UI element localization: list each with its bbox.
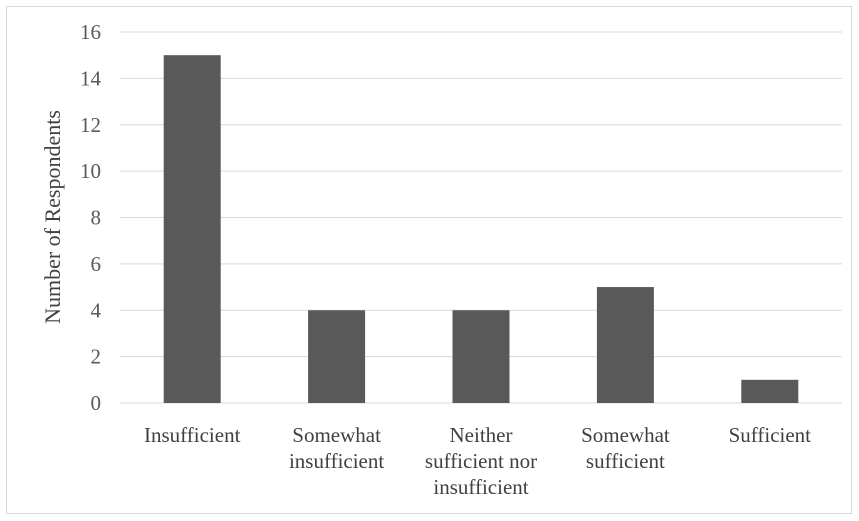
- x-category-label-line: insufficient: [433, 475, 528, 499]
- x-category-label: Sufficient: [729, 423, 812, 447]
- bar: [741, 379, 799, 403]
- y-tick-label: 6: [91, 252, 102, 276]
- x-category-label: Somewhat insufficient: [289, 423, 384, 473]
- y-axis-title: Number of Respondents: [40, 110, 65, 324]
- bar: [452, 310, 510, 403]
- bars: [163, 55, 799, 403]
- bar: [163, 55, 221, 403]
- x-category-label-line: Neither: [450, 423, 513, 447]
- y-tick-label: 4: [91, 298, 102, 322]
- bar: [308, 310, 366, 403]
- x-category-label: Neither sufficient nor insufficient: [425, 423, 537, 499]
- x-category-label-line: insufficient: [289, 449, 384, 473]
- y-tick-label: 0: [91, 391, 102, 415]
- y-tick-labels: 0 2 4 6 8 10 12 14 16: [80, 20, 102, 415]
- y-tick-label: 14: [80, 66, 102, 90]
- x-category-label-line: sufficient nor: [425, 449, 537, 473]
- y-tick-label: 8: [91, 206, 102, 230]
- x-category-label-line: sufficient: [586, 449, 665, 473]
- x-category-label-line: Sufficient: [729, 423, 812, 447]
- y-tick-label: 2: [91, 345, 102, 369]
- y-tick-label: 12: [80, 113, 101, 137]
- x-category-label-line: Somewhat: [581, 423, 670, 447]
- y-tick-label: 16: [80, 20, 101, 44]
- chart-frame: [6, 6, 852, 514]
- x-category-label: Somewhat sufficient: [581, 423, 670, 473]
- x-category-label: Insufficient: [144, 423, 241, 447]
- x-category-label-line: Insufficient: [144, 423, 241, 447]
- gridlines: [120, 31, 842, 404]
- x-category-label-line: Somewhat: [292, 423, 381, 447]
- bar: [596, 287, 654, 403]
- y-tick-label: 10: [80, 159, 101, 183]
